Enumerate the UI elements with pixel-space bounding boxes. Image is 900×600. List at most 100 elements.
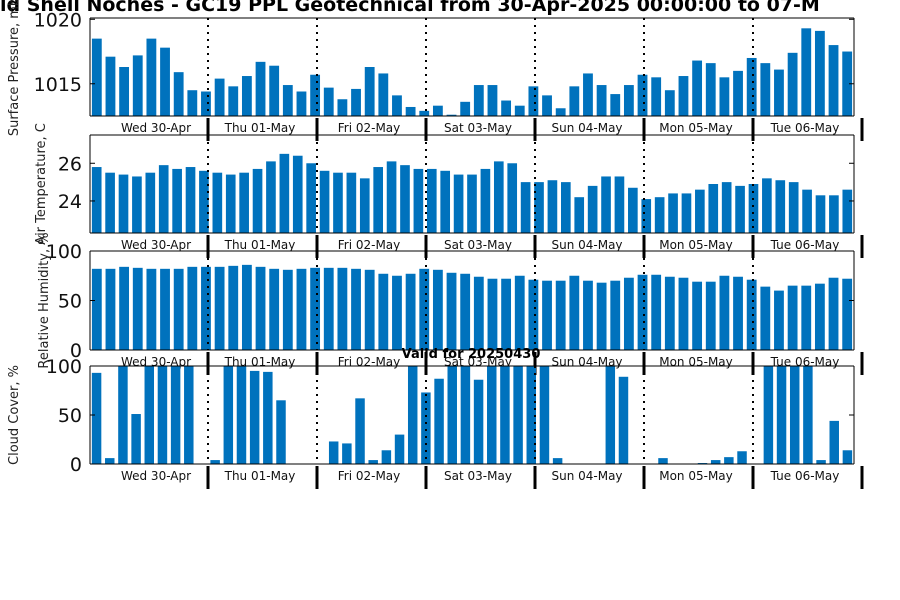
x-tick-label: Tue 06-May: [770, 238, 840, 252]
bar: [561, 182, 571, 233]
bar: [306, 163, 316, 233]
bar: [528, 86, 539, 116]
bar: [323, 87, 334, 116]
bar: [160, 47, 170, 116]
bar: [263, 371, 273, 464]
bar: [748, 184, 759, 233]
bar: [296, 91, 307, 116]
bar: [381, 450, 392, 464]
bar: [628, 187, 638, 233]
bar: [132, 55, 143, 116]
bar: [91, 268, 102, 350]
bar: [534, 182, 544, 233]
bar: [610, 280, 621, 350]
x-tick-label: Mon 05-May: [659, 469, 733, 483]
x-tick-label: Sun 04-May: [551, 238, 622, 252]
bar: [132, 267, 143, 350]
bar: [296, 268, 307, 350]
x-tick-label: Mon 05-May: [659, 238, 733, 252]
bar: [695, 189, 705, 233]
bar: [157, 366, 168, 464]
bar: [132, 176, 142, 233]
bar: [708, 184, 719, 233]
bar: [542, 95, 552, 116]
bar: [269, 268, 280, 350]
bar: [210, 460, 220, 464]
bar: [487, 85, 498, 116]
bar: [480, 168, 491, 233]
bar: [392, 95, 402, 116]
bar: [789, 366, 800, 464]
bar: [223, 366, 234, 464]
bar: [460, 366, 471, 464]
bar: [118, 174, 129, 233]
bar: [623, 85, 634, 116]
bar: [351, 268, 361, 350]
bar: [279, 153, 290, 233]
bar: [681, 193, 692, 233]
bar: [426, 168, 437, 233]
bar: [255, 266, 266, 350]
x-tick-label: Mon 05-May: [659, 355, 733, 369]
bar: [158, 165, 169, 233]
bar: [119, 67, 130, 116]
bar: [501, 278, 512, 350]
y-tick-label: 0: [70, 454, 82, 476]
bar: [692, 60, 703, 116]
bar: [228, 86, 239, 116]
bar: [392, 275, 402, 350]
bar: [705, 281, 716, 350]
bar: [610, 94, 621, 116]
bar: [249, 370, 260, 464]
bar: [788, 182, 799, 233]
bar: [446, 272, 457, 350]
bar: [775, 180, 786, 233]
bar: [187, 90, 198, 116]
bar: [368, 460, 378, 464]
bar: [419, 268, 430, 350]
bar: [212, 172, 223, 233]
x-tick-label: Tue 06-May: [770, 121, 840, 135]
bar: [346, 172, 357, 233]
bar: [359, 178, 370, 233]
x-tick-label: Thu 01-May: [224, 121, 296, 135]
x-tick-label: Sun 04-May: [551, 469, 622, 483]
bar: [719, 275, 730, 350]
bar: [419, 110, 430, 116]
bar: [228, 265, 239, 350]
x-tick-label: Fri 02-May: [338, 355, 401, 369]
bar: [803, 366, 813, 464]
bar: [601, 176, 611, 233]
bar: [473, 379, 484, 464]
bar: [724, 457, 734, 464]
bar: [146, 38, 157, 116]
bar: [487, 278, 498, 350]
y-tick-label: 0: [70, 340, 82, 362]
bar: [241, 264, 252, 350]
bar: [172, 168, 182, 233]
bar: [467, 174, 477, 233]
bar: [737, 451, 747, 464]
bar: [678, 277, 689, 350]
y-axis-label: Cloud Cover, %: [7, 365, 22, 465]
bar: [292, 155, 303, 233]
y-tick-label: 1020: [34, 9, 82, 31]
bar: [815, 195, 826, 233]
x-tick-label: Wed 30-Apr: [121, 355, 191, 369]
bar: [269, 65, 280, 116]
bar: [214, 78, 225, 116]
x-tick-label: Fri 02-May: [338, 469, 401, 483]
bar: [678, 76, 689, 116]
bar: [762, 178, 772, 233]
bar: [118, 366, 128, 464]
bar: [828, 45, 839, 116]
bar: [500, 366, 510, 464]
bar: [514, 275, 525, 350]
bar: [351, 88, 361, 116]
bar: [802, 189, 812, 233]
bar: [239, 172, 249, 233]
bar: [282, 269, 293, 350]
bar: [526, 366, 537, 464]
bar: [266, 161, 276, 233]
x-tick-label: Thu 01-May: [224, 469, 296, 483]
